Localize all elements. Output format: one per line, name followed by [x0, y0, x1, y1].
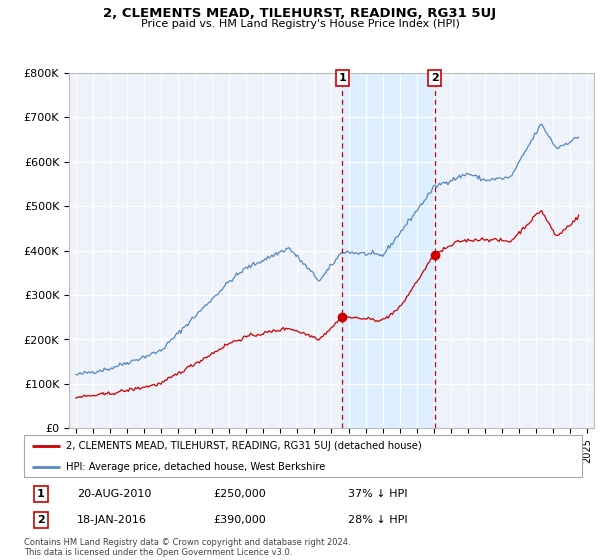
Text: 2, CLEMENTS MEAD, TILEHURST, READING, RG31 5UJ: 2, CLEMENTS MEAD, TILEHURST, READING, RG… [103, 7, 497, 20]
Text: 1: 1 [338, 73, 346, 83]
Text: £390,000: £390,000 [214, 515, 266, 525]
Text: 20-AUG-2010: 20-AUG-2010 [77, 489, 151, 499]
Text: HPI: Average price, detached house, West Berkshire: HPI: Average price, detached house, West… [66, 461, 325, 472]
Text: 2: 2 [37, 515, 44, 525]
Text: 1: 1 [37, 489, 44, 499]
Bar [343, 73, 434, 428]
Text: 28% ↓ HPI: 28% ↓ HPI [347, 515, 407, 525]
Text: 2, CLEMENTS MEAD, TILEHURST, READING, RG31 5UJ (detached house): 2, CLEMENTS MEAD, TILEHURST, READING, RG… [66, 441, 422, 451]
Text: 37% ↓ HPI: 37% ↓ HPI [347, 489, 407, 499]
Text: 2: 2 [431, 73, 439, 83]
Text: Contains HM Land Registry data © Crown copyright and database right 2024.
This d: Contains HM Land Registry data © Crown c… [24, 538, 350, 557]
Text: £250,000: £250,000 [214, 489, 266, 499]
Text: Price paid vs. HM Land Registry's House Price Index (HPI): Price paid vs. HM Land Registry's House … [140, 19, 460, 29]
Text: 18-JAN-2016: 18-JAN-2016 [77, 515, 147, 525]
